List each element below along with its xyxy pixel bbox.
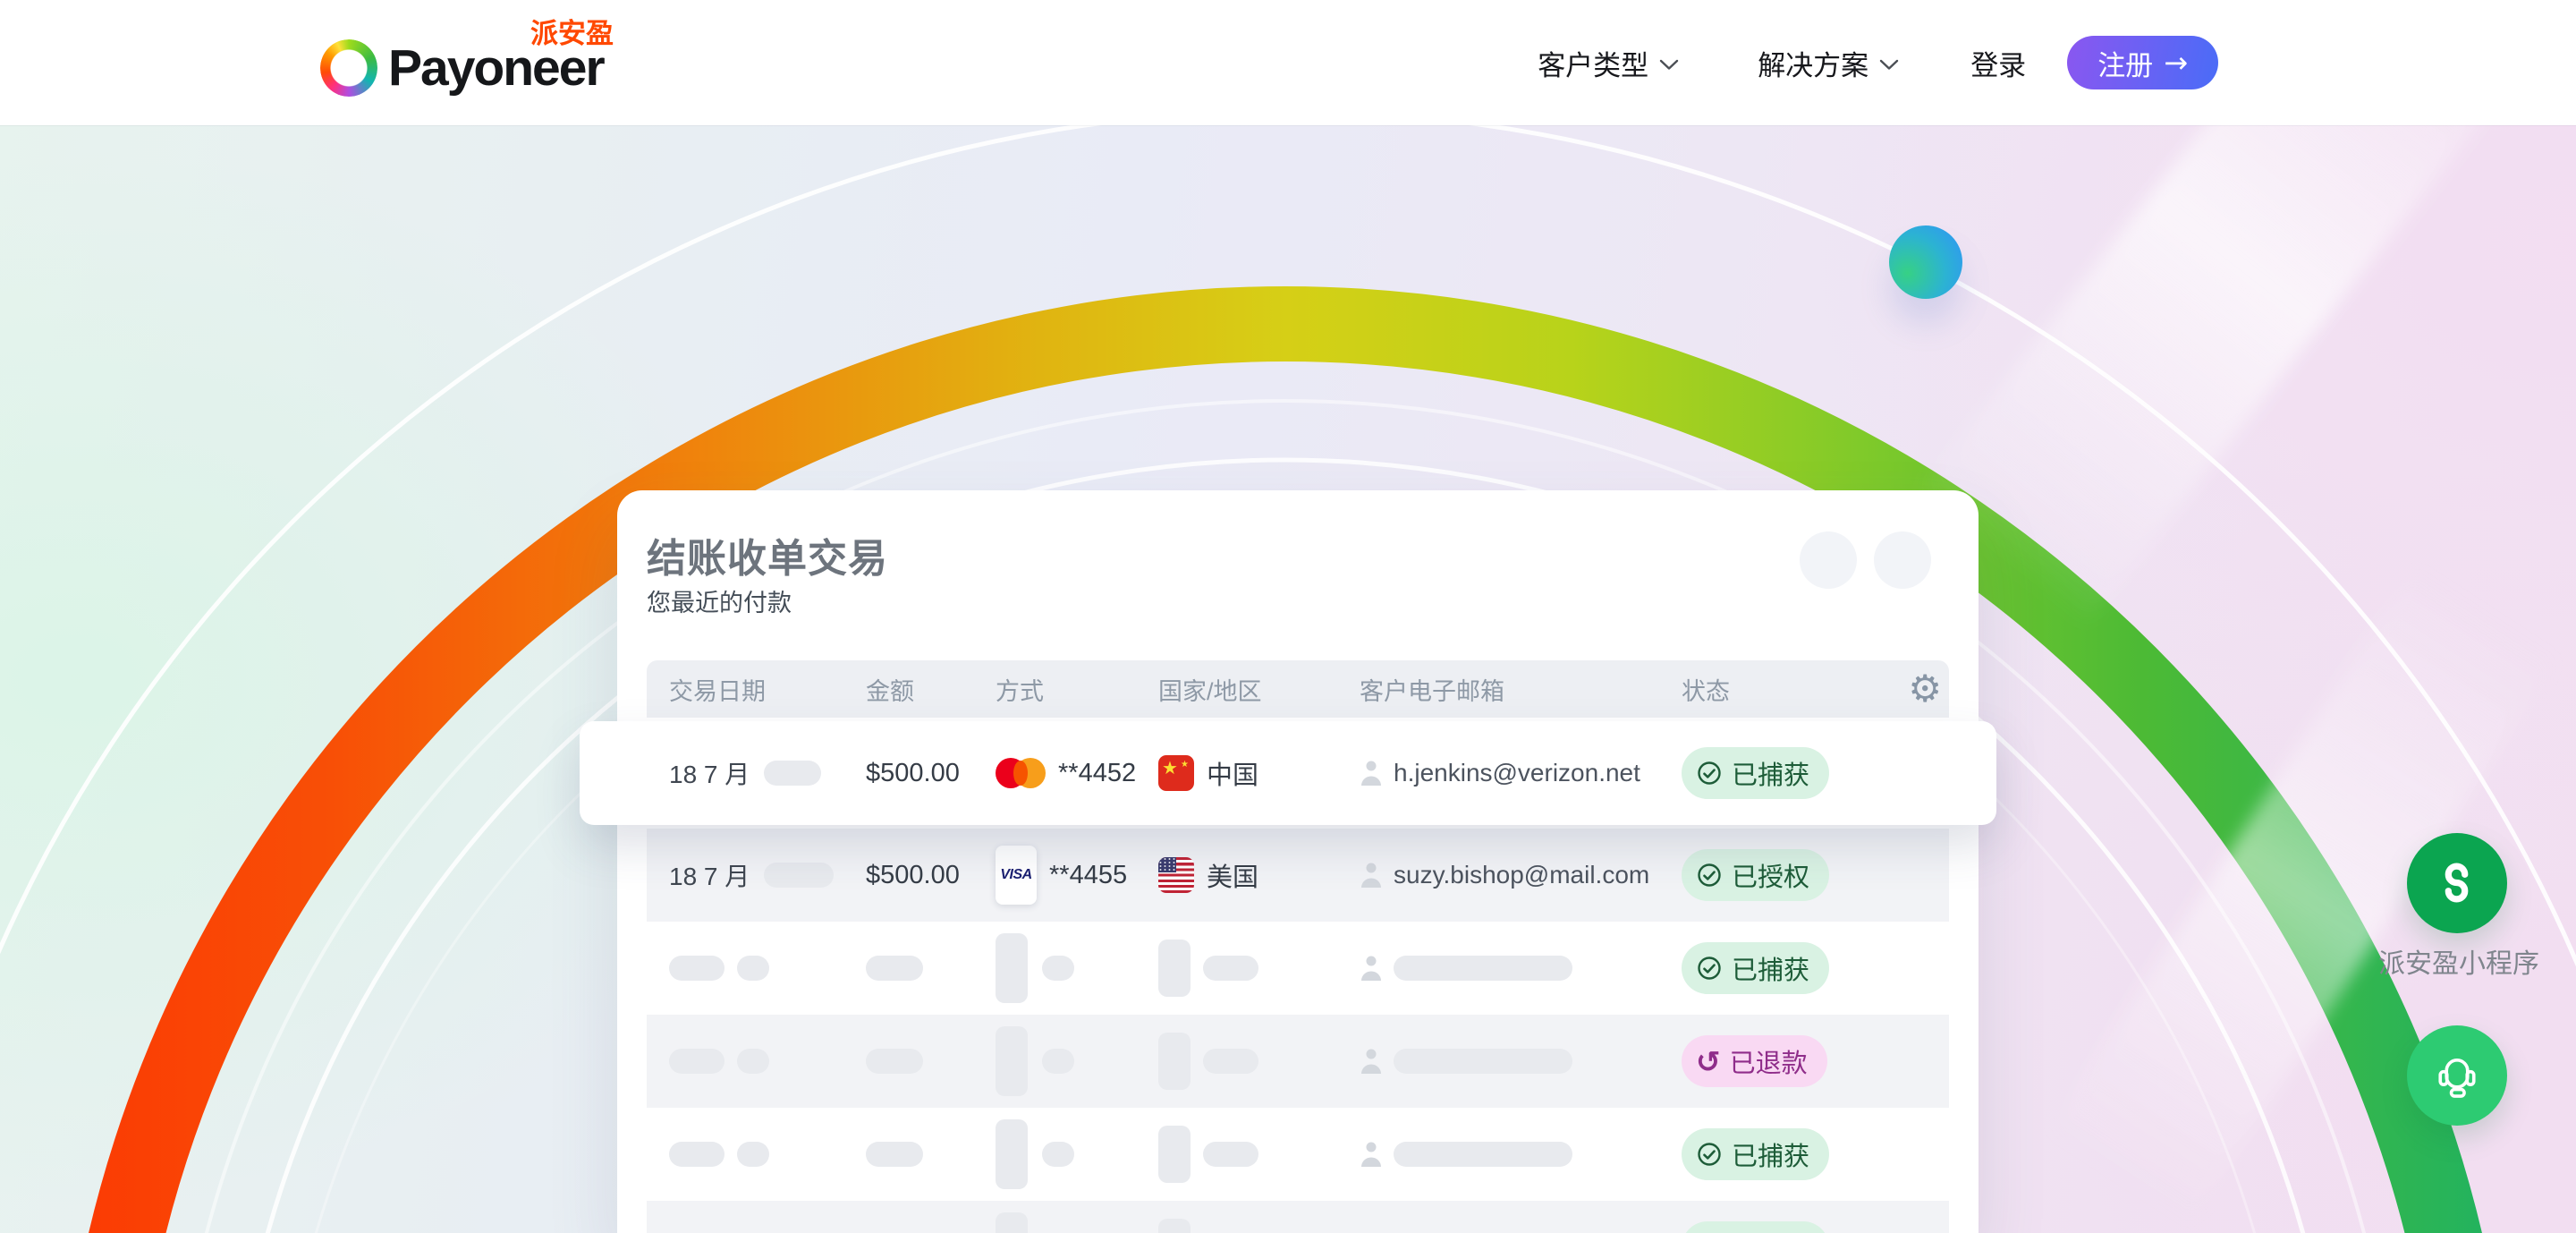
table-row: 18 7 月 $500.00 **4452 ★ ★ 中国 [580, 721, 1996, 825]
card-action-button[interactable] [1874, 531, 1931, 589]
arrow-right-icon: → [2164, 46, 2188, 80]
star-icon: ★ [1162, 759, 1178, 778]
check-circle-icon [1698, 1143, 1721, 1166]
payoneer-wordmark: Payoneer [388, 39, 606, 97]
payoneer-chinese-name: 派安盈 [530, 18, 614, 49]
miniapp-label: 派安盈小程序 [2378, 949, 2539, 979]
person-icon [1361, 863, 1381, 888]
person-icon [1361, 761, 1381, 786]
card-placeholder [996, 1026, 1028, 1096]
nav-solutions-label: 解决方案 [1758, 49, 1869, 81]
star-icon: ★ [1181, 760, 1189, 770]
transaction-date: 18 7 月 [669, 863, 750, 890]
table-row-skeleton: ↺ 已退款 [647, 1015, 1949, 1108]
transaction-amount: $500.00 [866, 860, 960, 889]
flag-placeholder [1158, 1126, 1191, 1183]
gear-icon[interactable]: ⚙ [1908, 667, 1942, 710]
site-header: Payoneer 派安盈 客户类型 解决方案 登录 注册 → [0, 0, 2576, 125]
card-title: 结账收单交易 [647, 537, 888, 581]
main-nav: 客户类型 解决方案 登录 注册 → [1538, 0, 2218, 125]
col-header-date: 交易日期 [669, 677, 766, 705]
headset-icon [2438, 1059, 2476, 1098]
card-placeholder [996, 1212, 1028, 1233]
status-label: 已捕获 [1732, 761, 1810, 790]
login-link[interactable]: 登录 [1970, 49, 2027, 81]
transactions-card: 结账收单交易 您最近的付款 交易日期 金额 方式 国家/地区 客户电子邮箱 状态… [580, 490, 1996, 1233]
date-placeholder-pill [764, 761, 822, 786]
status-badge: ↺ 已退款 [1682, 1035, 1827, 1087]
wechat-miniprogram-icon [2445, 863, 2469, 903]
table-row: 18 7 月 $500.00 VISA **4455 美国 suzy.bisho… [647, 829, 1949, 922]
person-icon [1361, 956, 1381, 981]
china-flag-icon: ★ ★ [1158, 755, 1194, 791]
card-subtitle: 您最近的付款 [647, 590, 792, 616]
transactions-table: 交易日期 金额 方式 国家/地区 客户电子邮箱 状态 ⚙ 18 7 月 $500… [580, 660, 1996, 1233]
status-badge: 已捕获 [1682, 942, 1830, 994]
check-circle-icon [1698, 863, 1721, 887]
register-label: 注册 [2097, 49, 2154, 81]
card-placeholder [996, 1119, 1028, 1189]
country-name: 美国 [1207, 863, 1259, 892]
flag-placeholder [1158, 940, 1191, 997]
check-circle-icon [1698, 957, 1721, 980]
card-last4: **4455 [1049, 860, 1128, 889]
col-header-country: 国家/地区 [1158, 677, 1262, 705]
nav-customer-types-label: 客户类型 [1538, 49, 1649, 81]
nav-customer-types[interactable]: 客户类型 [1538, 43, 1679, 83]
status-label: 已授权 [1732, 863, 1810, 892]
table-row-skeleton: 已捕获 [647, 922, 1949, 1015]
check-circle-icon [1698, 761, 1721, 785]
customer-email: h.jenkins@verizon.net [1394, 759, 1640, 787]
payoneer-ring-icon [320, 39, 377, 97]
chevron-down-icon [1879, 59, 1899, 70]
date-placeholder-pill [764, 863, 835, 888]
transaction-amount: $500.00 [866, 758, 960, 787]
col-header-method: 方式 [996, 677, 1044, 705]
table-row-skeleton: 已授权 [647, 1201, 1949, 1233]
chevron-down-icon [1659, 59, 1679, 70]
table-row-skeleton: 已捕获 [647, 1108, 1949, 1201]
card-last4: **4452 [1058, 758, 1137, 787]
col-header-email: 客户电子邮箱 [1360, 677, 1504, 705]
person-icon [1361, 1142, 1381, 1167]
col-header-status: 状态 [1682, 677, 1730, 705]
status-label: 已捕获 [1732, 1143, 1810, 1171]
support-button[interactable] [2407, 1025, 2507, 1126]
status-badge: 已授权 [1682, 849, 1830, 901]
status-label: 已授权 [1732, 1229, 1809, 1233]
flag-placeholder [1158, 1033, 1191, 1090]
usa-flag-icon [1158, 857, 1194, 893]
status-badge: 已捕获 [1682, 1128, 1830, 1180]
status-label: 已退款 [1729, 1050, 1808, 1078]
decorative-blue-ball [1889, 225, 1962, 299]
visa-label: VISA [1000, 867, 1032, 882]
mastercard-icon [996, 758, 1046, 788]
nav-solutions[interactable]: 解决方案 [1758, 43, 1899, 83]
flag-placeholder [1158, 1219, 1191, 1233]
miniapp-button[interactable] [2407, 833, 2507, 933]
register-button[interactable]: 注册 → [2067, 36, 2218, 89]
visa-icon: VISA [996, 846, 1037, 905]
table-header-row: 交易日期 金额 方式 国家/地区 客户电子邮箱 状态 ⚙ [647, 660, 1949, 718]
status-badge: 已捕获 [1682, 747, 1830, 799]
person-icon [1361, 1049, 1381, 1074]
status-label: 已捕获 [1732, 957, 1810, 985]
col-header-amount: 金额 [866, 677, 914, 705]
customer-email: suzy.bishop@mail.com [1394, 861, 1650, 889]
status-badge: 已授权 [1682, 1221, 1830, 1233]
card-action-button[interactable] [1800, 531, 1857, 589]
card-placeholder [996, 933, 1028, 1003]
country-name: 中国 [1207, 761, 1259, 790]
refund-undo-icon: ↺ [1696, 1043, 1721, 1079]
transaction-date: 18 7 月 [669, 761, 750, 788]
payoneer-logo[interactable]: Payoneer 派安盈 [320, 18, 615, 100]
